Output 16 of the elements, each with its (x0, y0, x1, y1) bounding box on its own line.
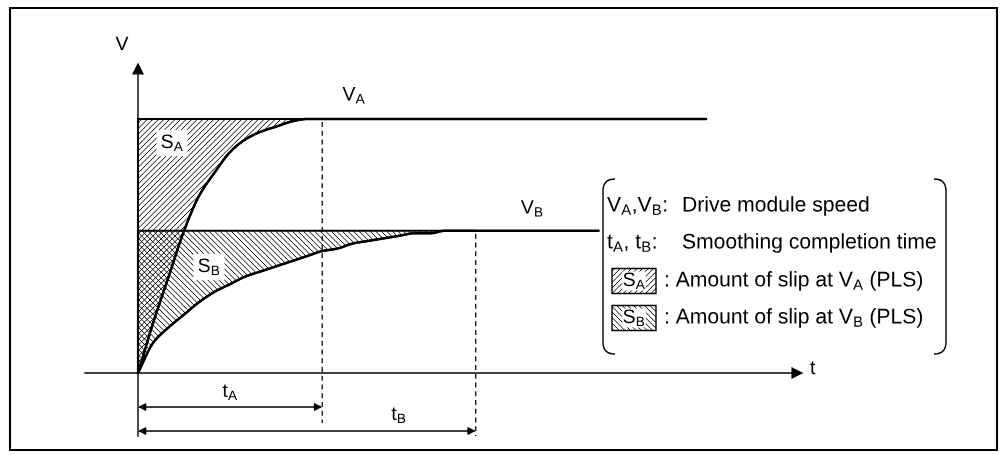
x-axis-title: t (810, 361, 816, 375)
annotation: : Amount of slip at V$_{A}$ (PLS) (665, 271, 923, 291)
text: t$_{B}$ (391, 407, 406, 424)
annotation: S$_{B}$ (623, 309, 645, 327)
annotation: t$_{A}$, t$_{B}$: (607, 234, 656, 252)
annotation: S$_{A}$ (623, 272, 645, 290)
series-label: V$_{A}$ (342, 87, 365, 104)
annotation: Smoothing completion time (682, 233, 936, 253)
text: t$_{A}$ (222, 384, 238, 401)
y-axis-title: V (115, 36, 129, 51)
series-label: V$_{B}$ (520, 200, 543, 217)
annotation: S$_{A}$ (161, 134, 183, 152)
annotation: : Amount of slip at V$_{B}$ (PLS) (665, 308, 923, 328)
annotation: V$_{A}$,V$_{B}$: (607, 196, 667, 215)
annotation: Drive module speed (683, 196, 869, 216)
annotation: S$_{B}$ (198, 258, 220, 276)
